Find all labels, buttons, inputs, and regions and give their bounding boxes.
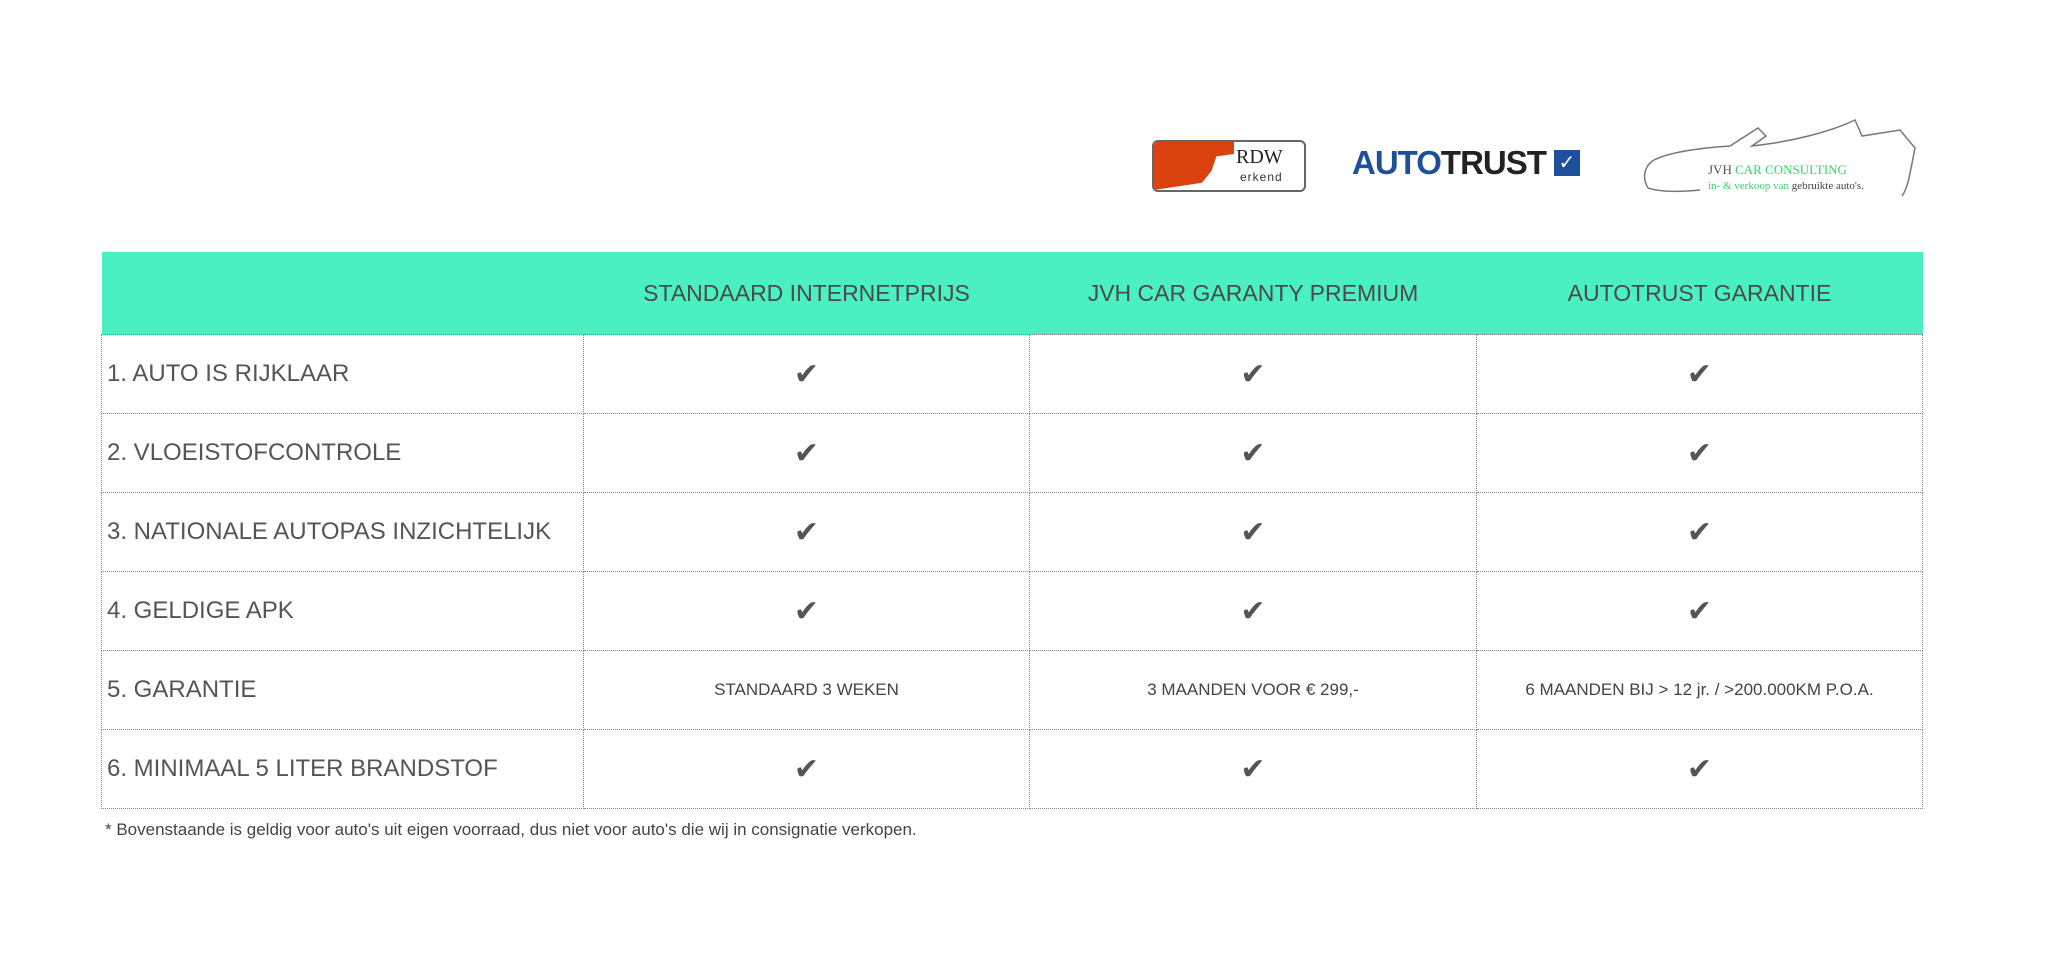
check-icon: ✔ xyxy=(583,334,1030,414)
car-outline-icon xyxy=(1643,118,1916,197)
row-label: 2. VLOEISTOFCONTROLE xyxy=(101,413,584,493)
rdw-erkend-logo: RDW erkend xyxy=(1152,140,1306,192)
check-icon: ✔ xyxy=(1029,334,1477,414)
autotrust-wordmark: AUTOTRUST xyxy=(1352,144,1547,182)
check-icon: ✔ xyxy=(1029,492,1477,572)
jvh-tagline-a: in- & verkoop van xyxy=(1708,180,1792,192)
jvh-tagline-b: gebruikte auto's. xyxy=(1791,180,1864,192)
table-row: 5. GARANTIE STANDAARD 3 WEKEN 3 MAANDEN VO… xyxy=(101,650,1923,730)
jvh-line2: in- & verkoop van gebruikte auto's. xyxy=(1708,180,1864,192)
jvh-line1: JVH CAR CONSULTING xyxy=(1708,162,1847,178)
check-icon: ✔ xyxy=(583,492,1030,572)
row-label: 5. GARANTIE xyxy=(101,650,584,730)
table-row: 1. AUTO IS RIJKLAAR ✔ ✔ ✔ xyxy=(101,334,1923,414)
checkbox-icon: ✓ xyxy=(1553,150,1580,176)
row-label: 1. AUTO IS RIJKLAAR xyxy=(101,334,584,414)
jvh-name: JVH xyxy=(1708,162,1736,177)
autotrust-part2: TRUST xyxy=(1440,144,1547,181)
autotrust-part1: AUTO xyxy=(1352,144,1442,181)
check-icon: ✔ xyxy=(583,729,1030,809)
cell-text: 3 MAANDEN VOOR € 299,- xyxy=(1029,650,1477,730)
jvh-car-consulting: CAR CONSULTING xyxy=(1735,162,1847,177)
check-icon: ✔ xyxy=(1476,413,1923,493)
header-empty xyxy=(101,252,584,335)
check-icon: ✔ xyxy=(1029,729,1477,809)
header-autotrust: AUTOTRUST GARANTIE xyxy=(1476,252,1923,335)
table-row: 6. MINIMAAL 5 LITER BRANDSTOF ✔ ✔ ✔ xyxy=(101,729,1923,809)
header-standaard: STANDAARD INTERNETPRIJS xyxy=(583,252,1030,335)
check-icon: ✔ xyxy=(1029,413,1477,493)
table-row: 4. GELDIGE APK ✔ ✔ ✔ xyxy=(101,571,1923,651)
jvh-car-consulting-logo: JVH CAR CONSULTING in- & verkoop van geb… xyxy=(1640,118,1920,200)
row-label: 4. GELDIGE APK xyxy=(101,571,584,651)
rdw-subtitle: erkend xyxy=(1240,170,1283,184)
cell-text: STANDAARD 3 WEKEN xyxy=(583,650,1030,730)
rdw-orange-shape xyxy=(1154,142,1234,190)
table-row: 2. VLOEISTOFCONTROLE ✔ ✔ ✔ xyxy=(101,413,1923,493)
check-icon: ✔ xyxy=(583,413,1030,493)
row-label: 6. MINIMAAL 5 LITER BRANDSTOF xyxy=(101,729,584,809)
rdw-title: RDW xyxy=(1236,146,1283,168)
cell-text: 6 MAANDEN BIJ > 12 jr. / >200.000KM P.O.… xyxy=(1476,650,1923,730)
table-header-row: STANDAARD INTERNETPRIJS JVH CAR GARANTY … xyxy=(101,252,1923,335)
header-jvh-premium: JVH CAR GARANTY PREMIUM xyxy=(1029,252,1477,335)
check-icon: ✔ xyxy=(1476,571,1923,651)
check-icon: ✔ xyxy=(583,571,1030,651)
footnote: * Bovenstaande is geldig voor auto's uit… xyxy=(105,820,917,839)
check-icon: ✔ xyxy=(1029,571,1477,651)
comparison-table: STANDAARD INTERNETPRIJS JVH CAR GARANTY … xyxy=(101,252,1923,809)
check-icon: ✔ xyxy=(1476,334,1923,414)
autotrust-logo: AUTOTRUST ✓ xyxy=(1352,144,1580,182)
check-icon: ✔ xyxy=(1476,729,1923,809)
row-label: 3. NATIONALE AUTOPAS INZICHTELIJK xyxy=(101,492,584,572)
table-row: 3. NATIONALE AUTOPAS INZICHTELIJK ✔ ✔ ✔ xyxy=(101,492,1923,572)
check-icon: ✔ xyxy=(1476,492,1923,572)
